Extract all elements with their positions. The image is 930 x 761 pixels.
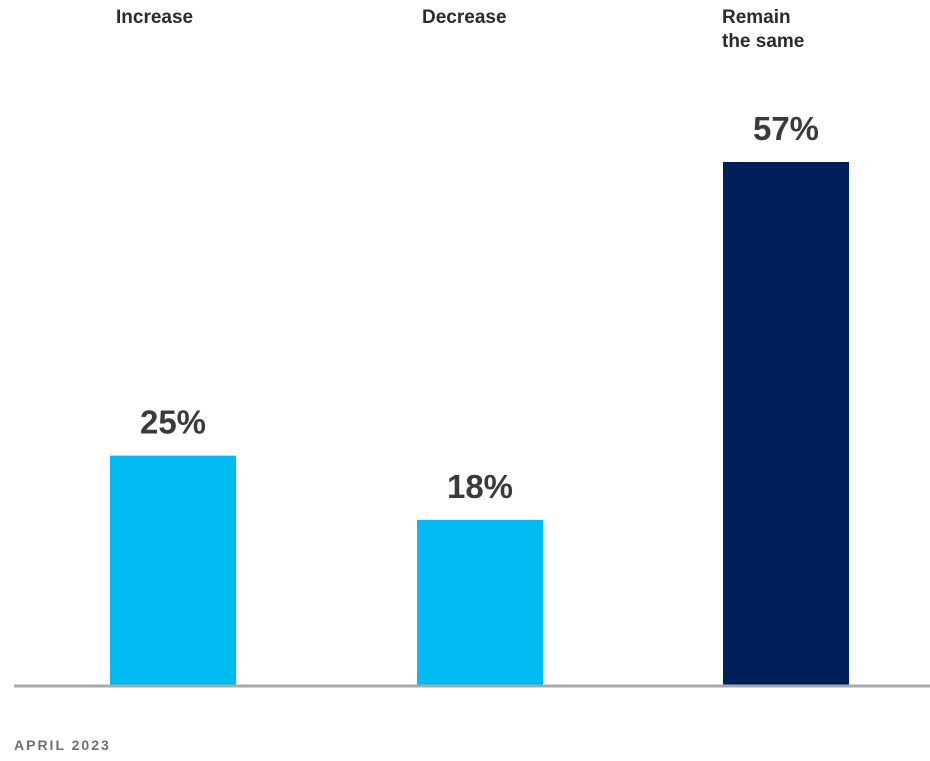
bars (110, 162, 849, 685)
category-labels: Increase Decrease Remain the same (116, 7, 804, 52)
category-label-1: Decrease (422, 7, 507, 28)
bar-1 (417, 519, 543, 685)
category-label-line: Decrease (422, 7, 507, 28)
category-label-line: Increase (116, 7, 193, 28)
bar-2 (723, 162, 849, 685)
bar-0 (110, 455, 236, 685)
value-label-1: 18% (447, 468, 513, 505)
category-label-line: the same (722, 31, 804, 52)
category-label-0: Increase (116, 7, 193, 28)
value-label-0: 25% (140, 404, 206, 441)
value-labels: 25% 18% 57% (140, 110, 819, 505)
category-label-line: Remain (722, 7, 791, 28)
footer-date: APRIL 2023 (14, 737, 111, 753)
category-label-2: Remain the same (722, 7, 804, 52)
value-label-2: 57% (753, 110, 819, 147)
